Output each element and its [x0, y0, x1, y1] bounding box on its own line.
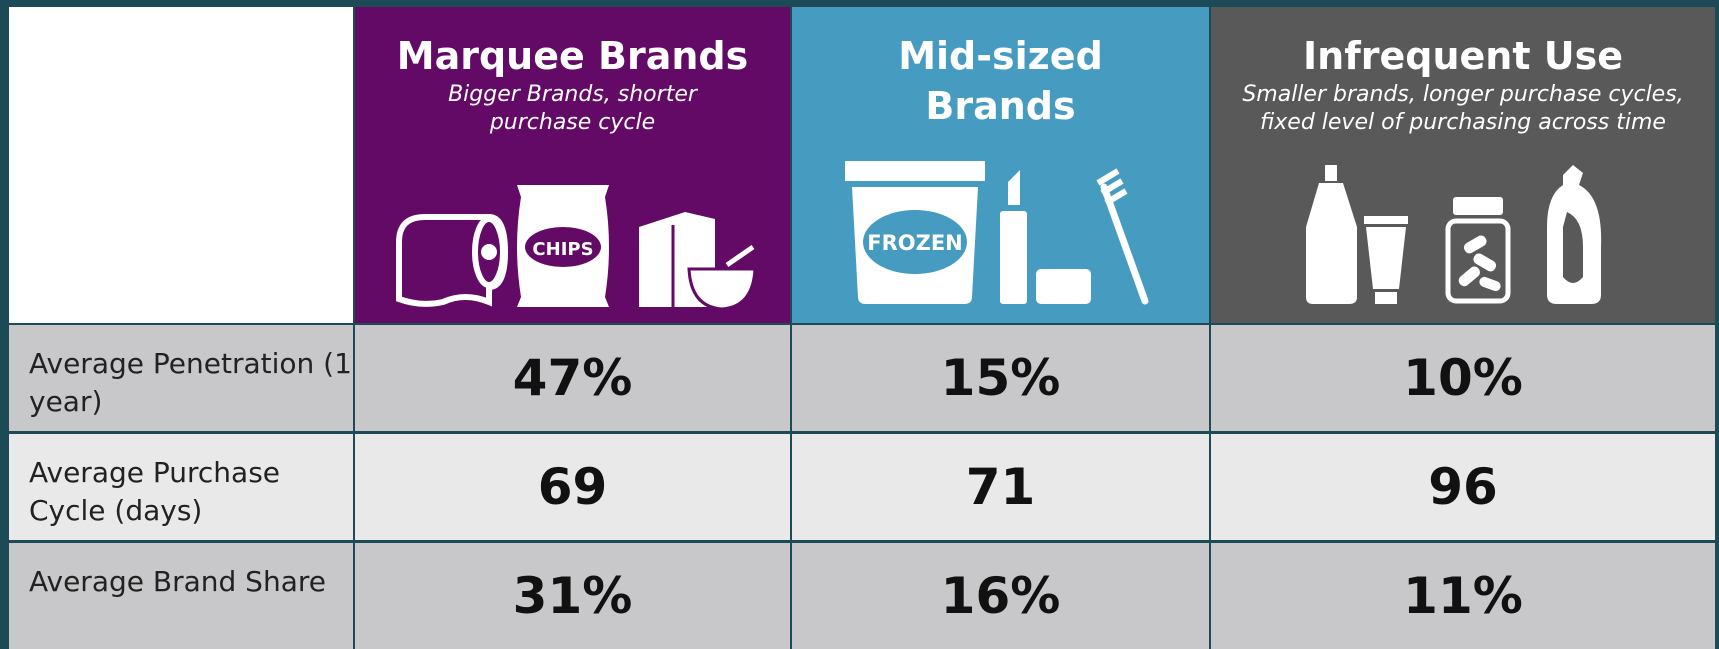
row-label: Average Brand Share — [9, 543, 353, 649]
column-title: Marquee Brands — [396, 34, 749, 78]
column-header: FROZEN Mid-sized Brands — [792, 7, 1209, 323]
column-header: Infrequent Use Smaller brands, longer pu… — [1211, 7, 1715, 323]
icon-label: FROZEN — [867, 231, 963, 255]
cell-value: 31% — [355, 543, 790, 649]
cell-value: 15% — [792, 325, 1209, 431]
cell-value: 69 — [355, 434, 790, 540]
row-label: Average Purchase Cycle (days) — [9, 434, 353, 540]
icons: FROZEN — [845, 161, 1149, 305]
cell-value: 16% — [792, 543, 1209, 649]
icons — [1306, 165, 1602, 304]
cell-value: 47% — [355, 325, 790, 431]
column-header: CHIPS Marquee Brands Bigger Brands, shor… — [355, 7, 790, 323]
corner-cell — [9, 7, 353, 323]
row-label: Average Penetration (1 year) — [9, 325, 353, 431]
column-title: Infrequent Use — [1303, 34, 1623, 78]
column-title: Mid-sized Brands — [898, 34, 1103, 128]
icon-label: CHIPS — [532, 239, 593, 260]
cell-value: 10% — [1211, 325, 1715, 431]
cell-value: 11% — [1211, 543, 1715, 649]
cell-value: 96 — [1211, 434, 1715, 540]
column-subtitle: Bigger Brands, shorter purchase cycle — [448, 82, 697, 135]
cell-value: 71 — [792, 434, 1209, 540]
column-subtitle: Smaller brands, longer purchase cycles, … — [1242, 82, 1684, 135]
icons: CHIPS — [396, 185, 757, 311]
